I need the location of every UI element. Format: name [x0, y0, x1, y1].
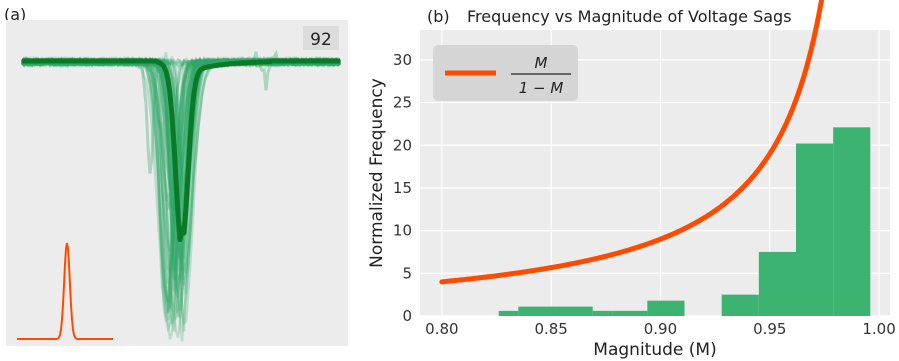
y-axis-label: Normalized Frequency	[367, 78, 387, 268]
panel-a-label: (a)	[4, 5, 26, 24]
histogram-bars	[498, 127, 871, 316]
histogram-bar	[721, 294, 759, 316]
ratio-curve	[439, 0, 825, 285]
histogram-bar	[647, 300, 685, 316]
y-tick-label: 15	[393, 179, 412, 197]
panel-b-label: (b)	[427, 7, 450, 26]
legend-numerator: M	[535, 54, 548, 72]
x-tick-label: 0.80	[425, 320, 458, 338]
trace-count-label: 92	[310, 30, 332, 50]
legend-denominator: 1 − M	[519, 79, 564, 97]
histogram-bar	[796, 143, 834, 316]
y-tick-label: 10	[393, 222, 412, 240]
y-tick-label: 30	[393, 51, 412, 69]
histogram-bar	[498, 310, 519, 316]
histogram-bar	[612, 310, 648, 316]
y-tick-labels: 0 5 10 15 20 25 30	[393, 51, 412, 325]
y-tick-label: 5	[402, 264, 412, 282]
x-tick-labels: 0.80 0.85 0.90 0.95 1.00	[425, 320, 896, 338]
histogram-bar	[758, 251, 796, 316]
y-tick-label: 20	[393, 136, 412, 154]
pulse-waveform	[17, 242, 113, 340]
histogram-bar	[592, 310, 613, 316]
histogram-bar	[518, 306, 556, 316]
x-tick-label: 0.90	[644, 320, 677, 338]
trace-count-badge	[303, 26, 339, 50]
x-axis-label: Magnitude (M)	[593, 340, 716, 360]
y-tick-label: 25	[393, 94, 412, 112]
legend-box	[433, 45, 578, 101]
histogram-bar	[555, 306, 593, 316]
chart-title: Frequency vs Magnitude of Voltage Sags	[467, 7, 792, 26]
y-tick-label: 0	[402, 307, 412, 325]
x-tick-label: 0.95	[753, 320, 786, 338]
x-tick-label: 0.85	[534, 320, 567, 338]
histogram-bar	[833, 127, 871, 316]
mean-waveform	[21, 58, 341, 242]
x-tick-label: 1.00	[862, 320, 895, 338]
